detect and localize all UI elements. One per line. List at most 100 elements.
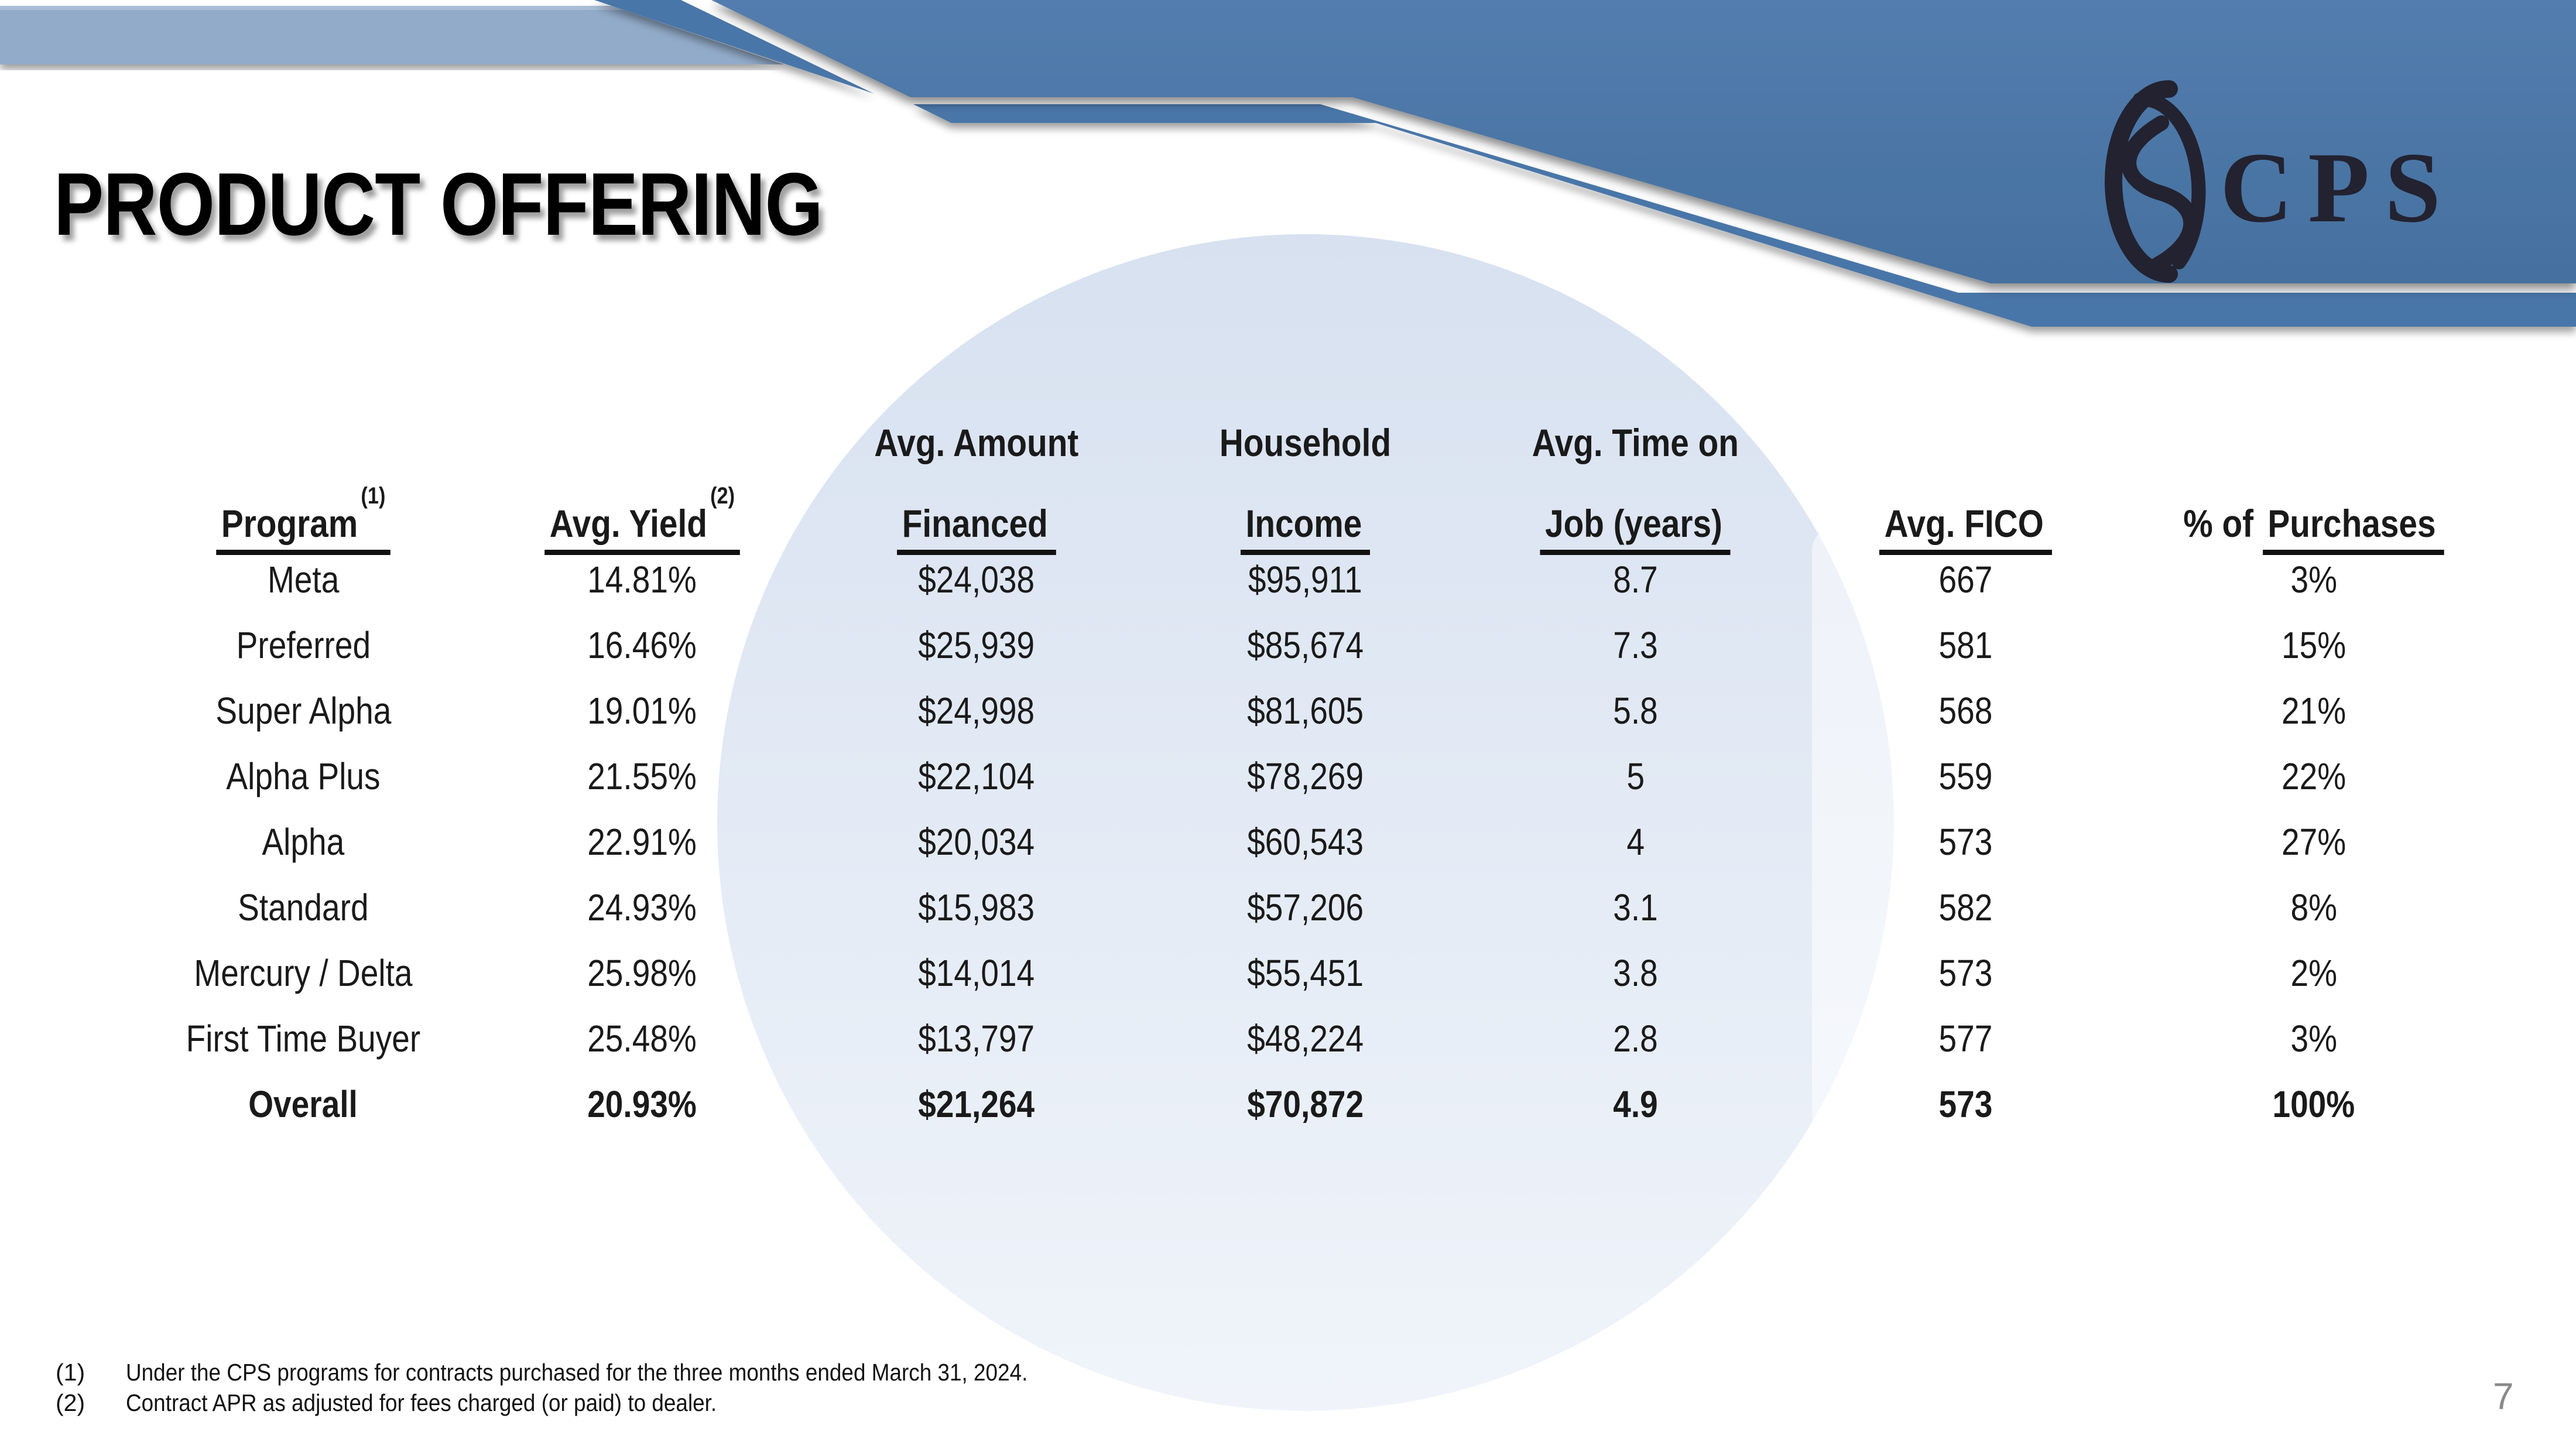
cell-avg-yield: 22.91%	[587, 821, 697, 863]
cell-household-income: $48,224	[1247, 1018, 1364, 1060]
column-header-main-line: Avg. Yield(2)	[472, 475, 812, 555]
cell-avg-time-on-job: 2.8	[1613, 1018, 1658, 1060]
column-header-top-line	[472, 410, 812, 475]
cell-pct-of-purchases: 3%	[2290, 1018, 2337, 1060]
column-header-main-line: Income	[1140, 475, 1470, 555]
column-header-top-line	[2130, 410, 2497, 475]
cell-household-income: $95,911	[1248, 559, 1362, 601]
footnotes: (1) Under the CPS programs for contracts…	[56, 1357, 1128, 1418]
column-header: % of Purchases	[2130, 410, 2497, 555]
table-header-row: Program(1) Avg. Yield(2) Avg. Amount	[135, 410, 2497, 555]
cell-avg-time-on-job: 4	[1626, 821, 1645, 863]
cell-avg-fico: 577	[1938, 1018, 1993, 1060]
cps-logo-text: CPS	[2220, 132, 2456, 244]
cell-program: Mercury / Delta	[194, 952, 413, 994]
table-row: Standard 24.93% $15,983 $57,206 3.1 582 …	[135, 875, 2497, 940]
footnote-marker: (1)	[56, 1359, 85, 1386]
cps-logo: CPS	[2105, 80, 2456, 283]
cell-avg-amount-financed: $24,038	[918, 559, 1034, 601]
page-number: 7	[2493, 1375, 2514, 1417]
cell-program: Preferred	[236, 624, 371, 666]
cell-program: Overall	[248, 1083, 358, 1125]
cell-household-income: $55,451	[1247, 952, 1364, 994]
footnote: (1) Under the CPS programs for contracts…	[56, 1357, 1128, 1388]
cell-avg-time-on-job: 3.8	[1613, 952, 1658, 994]
column-header-top-line	[1801, 410, 2130, 475]
footnote-text: Contract APR as adjusted for fees charge…	[126, 1389, 717, 1416]
column-header: Household Income	[1140, 410, 1470, 555]
cell-avg-amount-financed: $15,983	[918, 886, 1034, 929]
column-header-main-line: % of Purchases	[2130, 475, 2497, 555]
cps-logo-swirl-icon	[2105, 80, 2206, 283]
cell-household-income: $57,206	[1247, 886, 1364, 929]
cell-pct-of-purchases: 27%	[2281, 821, 2347, 863]
cell-program: Meta	[267, 559, 340, 601]
cell-avg-yield: 25.98%	[587, 952, 697, 994]
table-row: Meta 14.81% $24,038 $95,911 8.7 667 3%	[135, 547, 2497, 612]
cell-avg-amount-financed: $20,034	[918, 821, 1034, 863]
cell-household-income: $81,605	[1247, 690, 1364, 732]
cell-pct-of-purchases: 15%	[2281, 624, 2347, 666]
cell-avg-yield: 24.93%	[587, 886, 697, 929]
cell-avg-yield: 19.01%	[587, 690, 697, 732]
table-row: Mercury / Delta 25.98% $14,014 $55,451 3…	[135, 940, 2497, 1006]
cell-avg-time-on-job: 5	[1626, 755, 1645, 797]
cell-avg-fico: 568	[1938, 690, 1993, 732]
cell-avg-yield: 21.55%	[587, 755, 697, 797]
column-header: Avg. Amount Financed	[812, 410, 1140, 555]
column-header-top-line: Avg. Amount	[874, 421, 1078, 464]
banner-light-band	[0, 6, 784, 64]
table-row: Overall 20.93% $21,264 $70,872 4.9 573 1…	[135, 1071, 2497, 1137]
watermark-circle	[717, 234, 1894, 1411]
cell-avg-fico: 581	[1938, 624, 1993, 666]
cell-avg-amount-financed: $24,998	[918, 690, 1034, 732]
footnote-marker: (2)	[56, 1389, 85, 1416]
footnote: (2) Contract APR as adjusted for fees ch…	[56, 1388, 1128, 1418]
cell-avg-fico: 582	[1938, 886, 1993, 929]
column-header-top-line: Avg. Time on	[1532, 421, 1739, 464]
column-header-main-line: Avg. FICO	[1801, 475, 2130, 555]
column-header: Avg. Time on Job (years)	[1470, 410, 1801, 555]
cell-avg-amount-financed: $25,939	[918, 624, 1034, 666]
cell-avg-time-on-job: 7.3	[1613, 624, 1658, 666]
cell-pct-of-purchases: 3%	[2290, 559, 2337, 601]
table-row: Alpha Plus 21.55% $22,104 $78,269 5 559 …	[135, 744, 2497, 809]
table-row: Super Alpha 19.01% $24,998 $81,605 5.8 5…	[135, 678, 2497, 744]
cell-pct-of-purchases: 21%	[2281, 690, 2347, 732]
column-header: Program(1)	[135, 410, 472, 555]
cell-avg-fico: 573	[1938, 1083, 1993, 1125]
cell-avg-yield: 25.48%	[587, 1018, 697, 1060]
cell-avg-fico: 559	[1938, 755, 1993, 797]
product-table: Program(1) Avg. Yield(2) Avg. Amount	[135, 410, 2497, 1137]
cell-household-income: $70,872	[1247, 1083, 1364, 1125]
cell-avg-amount-financed: $21,264	[918, 1083, 1034, 1125]
column-header-top-line	[135, 410, 472, 475]
column-header: Avg. FICO	[1801, 410, 2130, 555]
column-header: Avg. Yield(2)	[472, 410, 812, 555]
cell-pct-of-purchases: 8%	[2290, 886, 2337, 929]
table-white-overlay	[1812, 527, 2500, 1212]
cell-avg-fico: 667	[1938, 559, 1993, 601]
column-header-main-line: Financed	[812, 475, 1140, 555]
page-title: PRODUCT OFFERING	[54, 155, 823, 254]
cell-household-income: $60,543	[1247, 821, 1364, 863]
banner-light-band-highlight	[0, 6, 624, 10]
cell-program: Alpha	[262, 821, 345, 863]
cell-pct-of-purchases: 100%	[2272, 1083, 2355, 1125]
cell-avg-amount-financed: $22,104	[918, 755, 1034, 797]
cell-program: Alpha Plus	[226, 755, 381, 797]
cell-avg-yield: 16.46%	[587, 624, 697, 666]
cell-pct-of-purchases: 2%	[2290, 952, 2337, 994]
cell-avg-amount-financed: $13,797	[918, 1018, 1034, 1060]
cell-avg-amount-financed: $14,014	[918, 952, 1034, 994]
cell-avg-time-on-job: 3.1	[1613, 886, 1658, 929]
cell-avg-time-on-job: 8.7	[1613, 559, 1658, 601]
cell-avg-fico: 573	[1938, 821, 1993, 863]
cell-avg-yield: 14.81%	[587, 559, 697, 601]
table-row: First Time Buyer 25.48% $13,797 $48,224 …	[135, 1006, 2497, 1071]
column-header-main-line: Job (years)	[1470, 475, 1801, 555]
footnote-text: Under the CPS programs for contracts pur…	[126, 1359, 1028, 1386]
cell-program: First Time Buyer	[186, 1018, 421, 1060]
